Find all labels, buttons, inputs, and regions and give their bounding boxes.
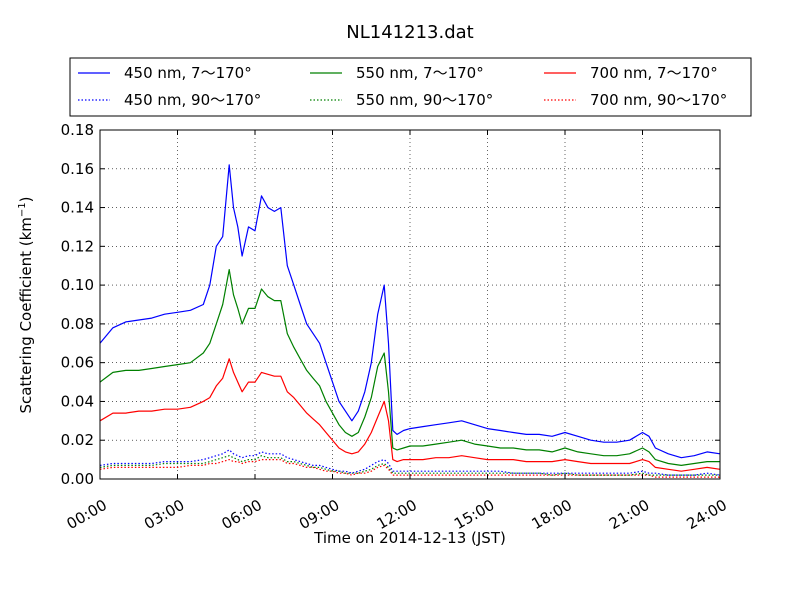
legend-label: 450 nm, 90～170° xyxy=(124,91,261,109)
legend-label: 550 nm, 90～170° xyxy=(356,91,493,109)
y-axis-label-superscript: −1 xyxy=(17,202,28,217)
y-tick-labels: 0.00 0.02 0.04 0.06 0.08 0.10 0.12 0.14 0.16 0.18 xyxy=(61,121,94,488)
legend: 450 nm, 7～170° 450 nm, 90～170° 550 nm, 7～1… xyxy=(69,57,752,117)
y-tick-label: 0.18 xyxy=(61,121,94,139)
legend-label: 700 nm, 7～170° xyxy=(590,64,718,82)
legend-label: 450 nm, 7～170° xyxy=(124,64,252,82)
legend-label: 550 nm, 7～170° xyxy=(356,64,484,82)
x-axis-label: Time on 2014-12-13 (JST) xyxy=(313,529,506,547)
grid-lines xyxy=(100,130,720,479)
y-axis-label: Scattering Coefficient (km−1) xyxy=(17,196,35,413)
y-tick-label: 0.02 xyxy=(61,431,94,449)
y-tick-label: 0.14 xyxy=(61,199,94,217)
y-axis-label-close: ) xyxy=(17,196,35,202)
y-tick-label: 0.08 xyxy=(61,315,94,333)
series-line-blue-solid xyxy=(99,164,721,459)
series-line-red-dotted xyxy=(99,459,720,478)
chart-title: NL141213.dat xyxy=(346,22,473,43)
y-tick-label: 0.10 xyxy=(61,276,94,294)
series-line-green-solid xyxy=(99,269,720,466)
y-tick-label: 0.06 xyxy=(61,354,94,372)
y-axis-label-group: Scattering Coefficient (km−1) xyxy=(17,196,35,413)
y-tick-label: 0.04 xyxy=(61,392,94,410)
series-layer xyxy=(99,164,721,478)
y-axis-label-main: Scattering Coefficient (km xyxy=(17,217,35,413)
series-line-red-solid xyxy=(99,358,721,472)
y-tick-label: 0.12 xyxy=(61,237,94,255)
series-line-blue-dotted xyxy=(99,449,721,476)
legend-frame xyxy=(69,57,752,117)
plot-area xyxy=(99,129,721,480)
legend-label: 700 nm, 90～170° xyxy=(590,91,727,109)
y-tick-label: 0.00 xyxy=(61,470,94,488)
y-tick-label: 0.16 xyxy=(61,160,94,178)
axis-ticks xyxy=(99,129,721,480)
